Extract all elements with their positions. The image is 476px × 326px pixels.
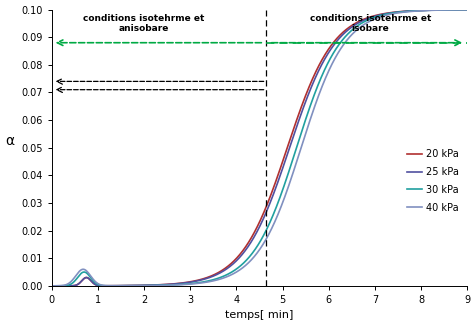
25 kPa: [376, 13, 382, 17]
40 kPa: [251, 255, 257, 259]
25 kPa: [70, 284, 76, 288]
30 kPa: [251, 249, 257, 253]
25 kPa: [453, 8, 458, 12]
20 kPa: [251, 231, 257, 235]
40 kPa: [453, 8, 458, 12]
40 kPa: [452, 8, 458, 12]
Line: 25 kPa: 25 kPa: [52, 10, 467, 286]
40 kPa: [240, 266, 246, 270]
20 kPa: [49, 284, 55, 288]
Line: 20 kPa: 20 kPa: [52, 10, 467, 286]
30 kPa: [49, 284, 55, 288]
Text: conditions isotehrme et
anisobare: conditions isotehrme et anisobare: [83, 14, 205, 33]
20 kPa: [452, 8, 458, 12]
Text: conditions isotehrme et
isobare: conditions isotehrme et isobare: [310, 14, 431, 33]
30 kPa: [70, 281, 76, 285]
25 kPa: [49, 284, 55, 288]
30 kPa: [453, 8, 458, 12]
20 kPa: [376, 13, 382, 17]
25 kPa: [240, 252, 246, 256]
40 kPa: [49, 284, 55, 288]
30 kPa: [376, 14, 382, 18]
30 kPa: [465, 8, 470, 12]
40 kPa: [70, 277, 76, 281]
25 kPa: [465, 8, 470, 12]
20 kPa: [465, 8, 470, 12]
30 kPa: [452, 8, 458, 12]
Line: 40 kPa: 40 kPa: [52, 10, 467, 286]
20 kPa: [70, 284, 76, 288]
25 kPa: [251, 235, 257, 239]
30 kPa: [240, 262, 246, 266]
X-axis label: temps[ min]: temps[ min]: [225, 310, 294, 320]
20 kPa: [453, 8, 458, 12]
Legend: 20 kPa, 25 kPa, 30 kPa, 40 kPa: 20 kPa, 25 kPa, 30 kPa, 40 kPa: [403, 145, 463, 216]
40 kPa: [465, 8, 470, 12]
40 kPa: [376, 15, 382, 19]
20 kPa: [240, 249, 246, 253]
25 kPa: [452, 8, 458, 12]
Y-axis label: α: α: [6, 134, 15, 148]
Line: 30 kPa: 30 kPa: [52, 10, 467, 286]
